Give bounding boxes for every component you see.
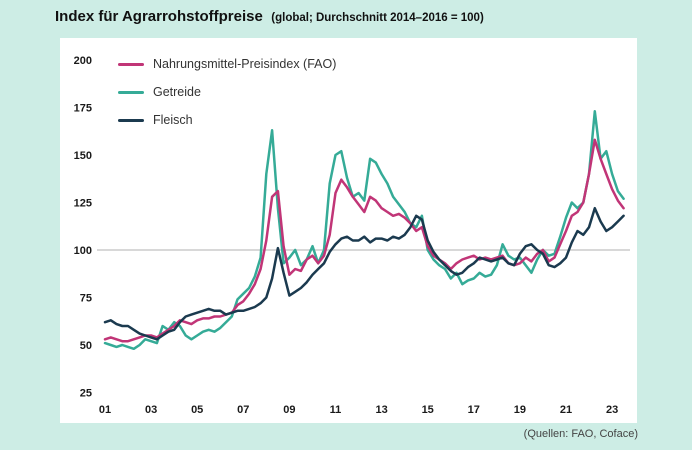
x-tick-label: 05 [191, 404, 203, 416]
x-tick-label: 21 [560, 404, 572, 416]
x-tick-label: 15 [422, 404, 434, 416]
fleisch-line-swatch [118, 118, 144, 122]
fao-line-swatch [118, 62, 144, 66]
legend-item-fleisch: Fleisch [118, 106, 336, 134]
y-tick-label: 50 [80, 340, 92, 352]
x-tick-label: 17 [468, 404, 480, 416]
series-line-fleisch [103, 206, 625, 341]
series-line-fao [103, 138, 625, 343]
x-tick-label: 13 [375, 404, 387, 416]
page-title: Index für Agrarrohstoffpreise (global; D… [55, 8, 484, 26]
y-tick-label: 150 [74, 150, 92, 162]
x-tick-label: 11 [330, 404, 342, 416]
line-chart: 200 175 150 125 100 75 50 25 01 03 05 07 09 11 13 15 17 1… [74, 55, 630, 416]
chart-title: Index für Agrarrohstoffpreise [55, 8, 263, 25]
legend-item-fao: Nahrungsmittel-Preisindex (FAO) [118, 50, 336, 78]
y-tick-label: 100 [74, 245, 92, 257]
chart-title-qualifier: (global; Durchschnitt 2014–2016 = 100) [271, 12, 484, 24]
legend-item-getreide: Getreide [118, 78, 336, 106]
y-tick-label: 200 [74, 55, 92, 67]
x-tick-label: 01 [99, 404, 111, 416]
getreide-line-swatch [118, 90, 144, 94]
y-tick-label: 125 [74, 198, 92, 210]
y-tick-label: 25 [80, 388, 92, 400]
legend-label-fao: Nahrungsmittel-Preisindex (FAO) [153, 57, 337, 71]
chart-panel: 200 175 150 125 100 75 50 25 01 03 05 07 09 11 13 15 17 1… [60, 38, 637, 423]
source-note: (Quellen: FAO, Coface) [523, 428, 638, 440]
x-tick-label: 23 [606, 404, 618, 416]
series-line-getreide [103, 110, 625, 351]
y-tick-label: 175 [74, 103, 92, 115]
legend-label-getreide: Getreide [153, 85, 201, 99]
x-tick-label: 09 [283, 404, 295, 416]
chart-legend: Nahrungsmittel-Preisindex (FAO) Getreide… [118, 50, 336, 134]
legend-label-fleisch: Fleisch [153, 113, 193, 127]
y-tick-label: 75 [80, 293, 92, 305]
x-tick-label: 07 [237, 404, 249, 416]
x-tick-label: 19 [514, 404, 526, 416]
x-tick-label: 03 [145, 404, 157, 416]
